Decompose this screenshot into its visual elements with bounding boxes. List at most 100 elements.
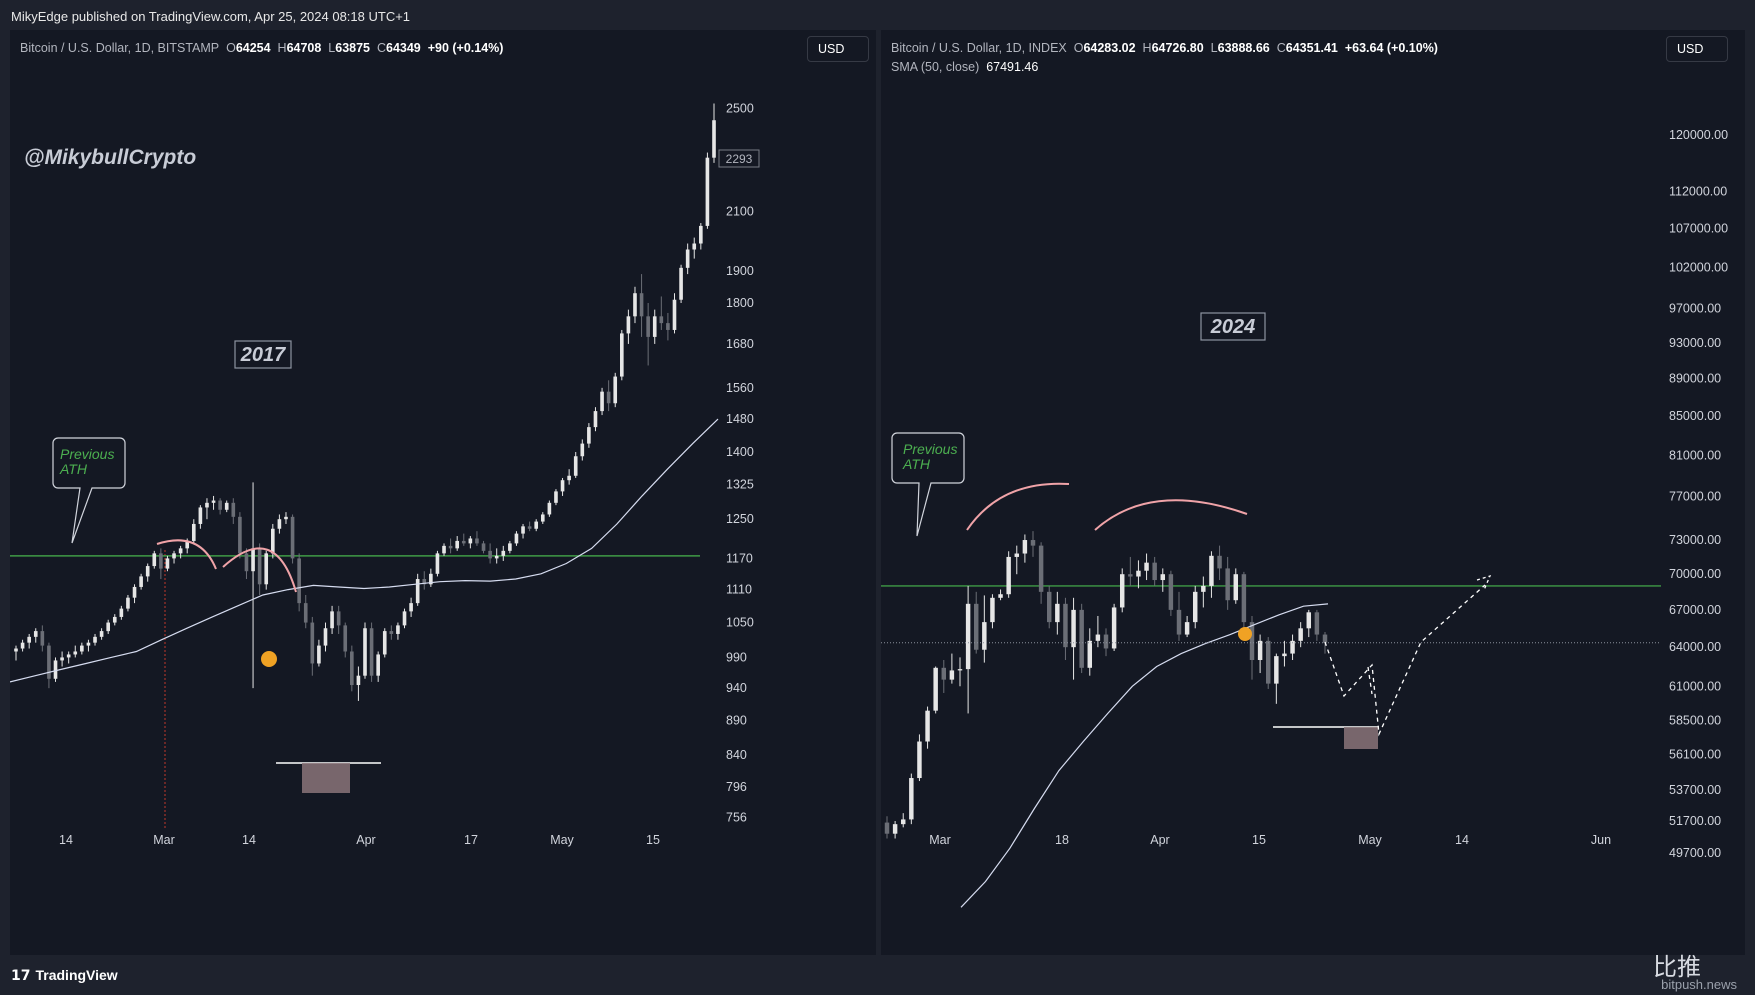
candle-body: [1265, 640, 1271, 684]
candle-body: [159, 553, 163, 569]
candle-body: [973, 603, 979, 650]
candle-body: [892, 824, 898, 834]
candle-body: [1128, 574, 1133, 577]
previous-ath-callout: [891, 432, 965, 537]
open-value: 64254: [235, 41, 271, 55]
candle-body: [47, 645, 51, 679]
x-tick-label: May: [550, 833, 574, 847]
x-tick-label: Jun: [1591, 833, 1611, 847]
candle-body: [323, 628, 328, 646]
y-tick-label: 64000.00: [1669, 640, 1721, 654]
candle-body: [672, 299, 677, 330]
y-tick-label: 85000.00: [1669, 409, 1721, 423]
candle-body: [363, 628, 367, 676]
candle-body: [165, 558, 170, 569]
publish-bar: MikyEdge published on TradingView.com, A…: [0, 0, 1755, 30]
candle-body: [429, 573, 433, 585]
x-tick-label: 17: [464, 833, 478, 847]
y-tick-label: 97000.00: [1669, 302, 1721, 316]
candle-body: [172, 553, 176, 559]
candle-body: [527, 526, 532, 529]
x-tick-label: Apr: [356, 833, 375, 847]
candle-body: [126, 597, 130, 609]
currency-button[interactable]: USD: [807, 36, 869, 62]
candle-body: [422, 579, 427, 585]
price-tag-label: 2293: [726, 152, 753, 166]
candle-body: [1298, 628, 1303, 641]
year-label-box: [1200, 312, 1266, 341]
chart-panel-2024[interactable]: 120000.00 112000.00 107000.00 102000.00 9700…: [881, 30, 1745, 955]
y-tick-label: 56100.00: [1669, 747, 1721, 761]
candle-body: [705, 157, 710, 226]
currency-button[interactable]: USD: [1666, 36, 1728, 62]
candle-body: [284, 516, 288, 520]
candle-body: [1322, 634, 1328, 643]
candle-body: [1038, 545, 1044, 592]
candle-body: [1290, 640, 1295, 654]
candle-body: [1087, 640, 1093, 668]
candle-body: [461, 540, 466, 544]
candle-body: [1201, 585, 1206, 592]
candle-body: [659, 316, 664, 324]
support-box: [1344, 727, 1378, 749]
bitpush-watermark-en: bitpush.news: [1661, 977, 1737, 992]
candle-body: [646, 316, 650, 337]
candle-body: [534, 521, 539, 529]
candle-body: [389, 631, 394, 634]
candle-body: [224, 502, 229, 510]
sma-cross-marker: [261, 651, 277, 667]
candle-body: [1095, 634, 1101, 641]
candle-body: [264, 553, 269, 585]
candle-body: [132, 586, 137, 598]
bitpush-watermark-cn: 比推: [1653, 953, 1701, 981]
candle-body: [218, 500, 222, 510]
y-tick-label: 93000.00: [1669, 336, 1721, 350]
y-tick-label: 890: [726, 714, 747, 728]
candle-body: [455, 540, 459, 549]
rounded-top-arc: [156, 539, 217, 570]
year-label-box: [234, 340, 292, 369]
candle-body: [1306, 612, 1312, 629]
tradingview-logo[interactable]: 𝟭𝟳 TradingView: [11, 967, 118, 984]
candle-body: [712, 120, 716, 158]
candle-body: [33, 631, 38, 637]
candle-body: [990, 597, 995, 623]
support-box: [302, 763, 350, 793]
candle-body: [86, 642, 91, 646]
y-tick-label: 81000.00: [1669, 448, 1721, 462]
candle-body: [1111, 607, 1117, 649]
candle-body: [257, 548, 262, 585]
low-value: 63888.66: [1217, 41, 1270, 55]
candle-body: [448, 545, 453, 549]
chart-2024-svg[interactable]: 120000.00 112000.00 107000.00 102000.00 9700…: [881, 30, 1745, 955]
candle-body: [178, 548, 183, 554]
candle-body: [633, 293, 637, 317]
candle-body: [99, 631, 104, 637]
sma-50-line: [10, 418, 719, 683]
candle-body: [475, 538, 479, 544]
callout-text-line1: Previous: [60, 446, 114, 462]
chart-panel-2017[interactable]: 2500 2100 1900 1800 1680 1560 1480 1400 1325 1250…: [10, 30, 876, 955]
sma-legend: SMA (50, close) 67491.46: [891, 60, 1038, 74]
x-tick-label: Mar: [929, 833, 951, 847]
y-tick-label: 1170: [726, 551, 753, 565]
chart-2017-svg[interactable]: 2500 2100 1900 1800 1680 1560 1480 1400 1325 1250…: [10, 30, 876, 955]
candle-body: [560, 480, 565, 492]
candle-body: [53, 660, 58, 679]
candle-body: [369, 628, 374, 676]
candle-body: [1249, 622, 1255, 661]
y-tick-label: 990: [726, 650, 747, 664]
change-value: +63.64 (+0.10%): [1344, 41, 1438, 55]
author-watermark: @MikybullCrypto: [24, 146, 196, 169]
candle-body: [587, 427, 591, 444]
candle-body: [941, 667, 947, 680]
candle-body: [1282, 653, 1287, 657]
y-tick-label: 120000.00: [1669, 128, 1728, 142]
symbol-name: Bitcoin / U.S. Dollar, 1D, BITSTAMP: [20, 41, 220, 55]
candle-body: [185, 540, 190, 549]
candle-body: [415, 579, 420, 604]
candle-body: [1209, 555, 1214, 586]
candle-body: [1192, 591, 1198, 623]
candle-body: [80, 645, 84, 652]
candle-body: [998, 594, 1003, 598]
